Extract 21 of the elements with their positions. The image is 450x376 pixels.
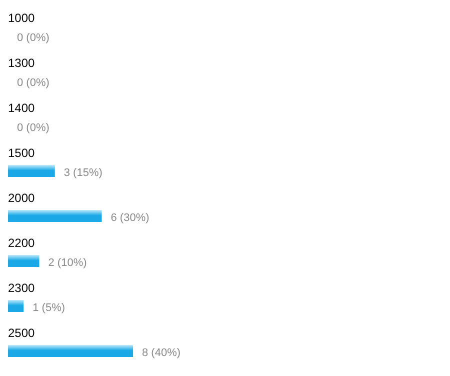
y-tick-label: 1300 <box>8 56 36 70</box>
data-label: 0 (0%) <box>17 77 50 89</box>
y-tick-label: 2300 <box>8 281 36 295</box>
bar <box>8 345 133 357</box>
data-label: 2 (10%) <box>48 257 87 269</box>
y-tick-label: 2000 <box>8 191 36 205</box>
y-tick-label: 1400 <box>8 101 36 115</box>
bar <box>8 300 24 312</box>
y-tick-label: 2200 <box>8 236 36 250</box>
data-label: 3 (15%) <box>64 167 102 179</box>
bar <box>8 165 55 177</box>
data-label: 6 (30%) <box>110 212 150 224</box>
bar <box>8 210 102 222</box>
data-label: 8 (40%) <box>142 347 181 359</box>
y-tick-label: 1000 <box>8 11 36 25</box>
data-label: 0 (0%) <box>17 32 50 44</box>
bar <box>8 255 40 267</box>
data-label: 0 (0%) <box>17 122 50 134</box>
data-label: 1 (5%) <box>32 302 66 314</box>
y-tick-label: 1500 <box>8 146 36 160</box>
y-tick-label: 2500 <box>8 326 36 340</box>
